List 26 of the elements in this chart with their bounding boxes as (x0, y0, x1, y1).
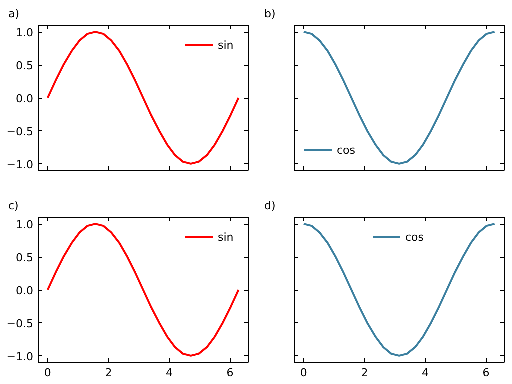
x-tick-label: 0 (44, 366, 52, 380)
chart-title: a) (8, 8, 20, 20)
x-tick-label: 0 (300, 366, 308, 380)
x-tick-label: 2 (105, 366, 112, 380)
y-tick-label: 0.0 (16, 92, 34, 106)
y-tick-label: 0.0 (16, 284, 34, 298)
x-tick-label: 2 (361, 366, 368, 380)
y-tick-label: −1.0 (6, 350, 34, 364)
y-tick-label: 0.5 (16, 252, 34, 265)
y-tick-label: 1.0 (16, 26, 34, 40)
legend-label: cos (337, 144, 357, 156)
y-tick-label: 1.0 (16, 218, 34, 232)
x-tick-label: 6 (482, 366, 490, 380)
y-tick-label: −1.0 (6, 158, 34, 172)
legend-label: cos (406, 230, 426, 244)
chart-title: c) (8, 200, 19, 212)
legend-label: sin (218, 38, 235, 52)
x-tick-label: 4 (422, 366, 429, 380)
y-tick-label: 0.5 (16, 60, 34, 73)
chart-title: b) (264, 8, 276, 20)
y-tick-label: −0.5 (6, 125, 34, 138)
chart-title: d) (264, 200, 276, 212)
legend-label: sin (218, 230, 235, 244)
x-tick-label: 6 (226, 366, 234, 380)
x-tick-label: 4 (166, 366, 173, 380)
y-tick-label: −0.5 (6, 317, 34, 330)
